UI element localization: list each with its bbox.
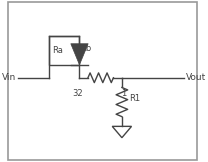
Text: Rb: Rb — [80, 44, 92, 53]
Polygon shape — [71, 44, 88, 65]
Bar — [49, 36, 79, 65]
Text: Vout: Vout — [186, 73, 206, 82]
Text: Ra: Ra — [52, 46, 63, 55]
Text: Vin: Vin — [2, 73, 16, 82]
Text: 1: 1 — [121, 89, 126, 98]
Text: R1: R1 — [130, 94, 141, 103]
FancyBboxPatch shape — [8, 2, 197, 160]
Text: 32: 32 — [72, 89, 83, 98]
